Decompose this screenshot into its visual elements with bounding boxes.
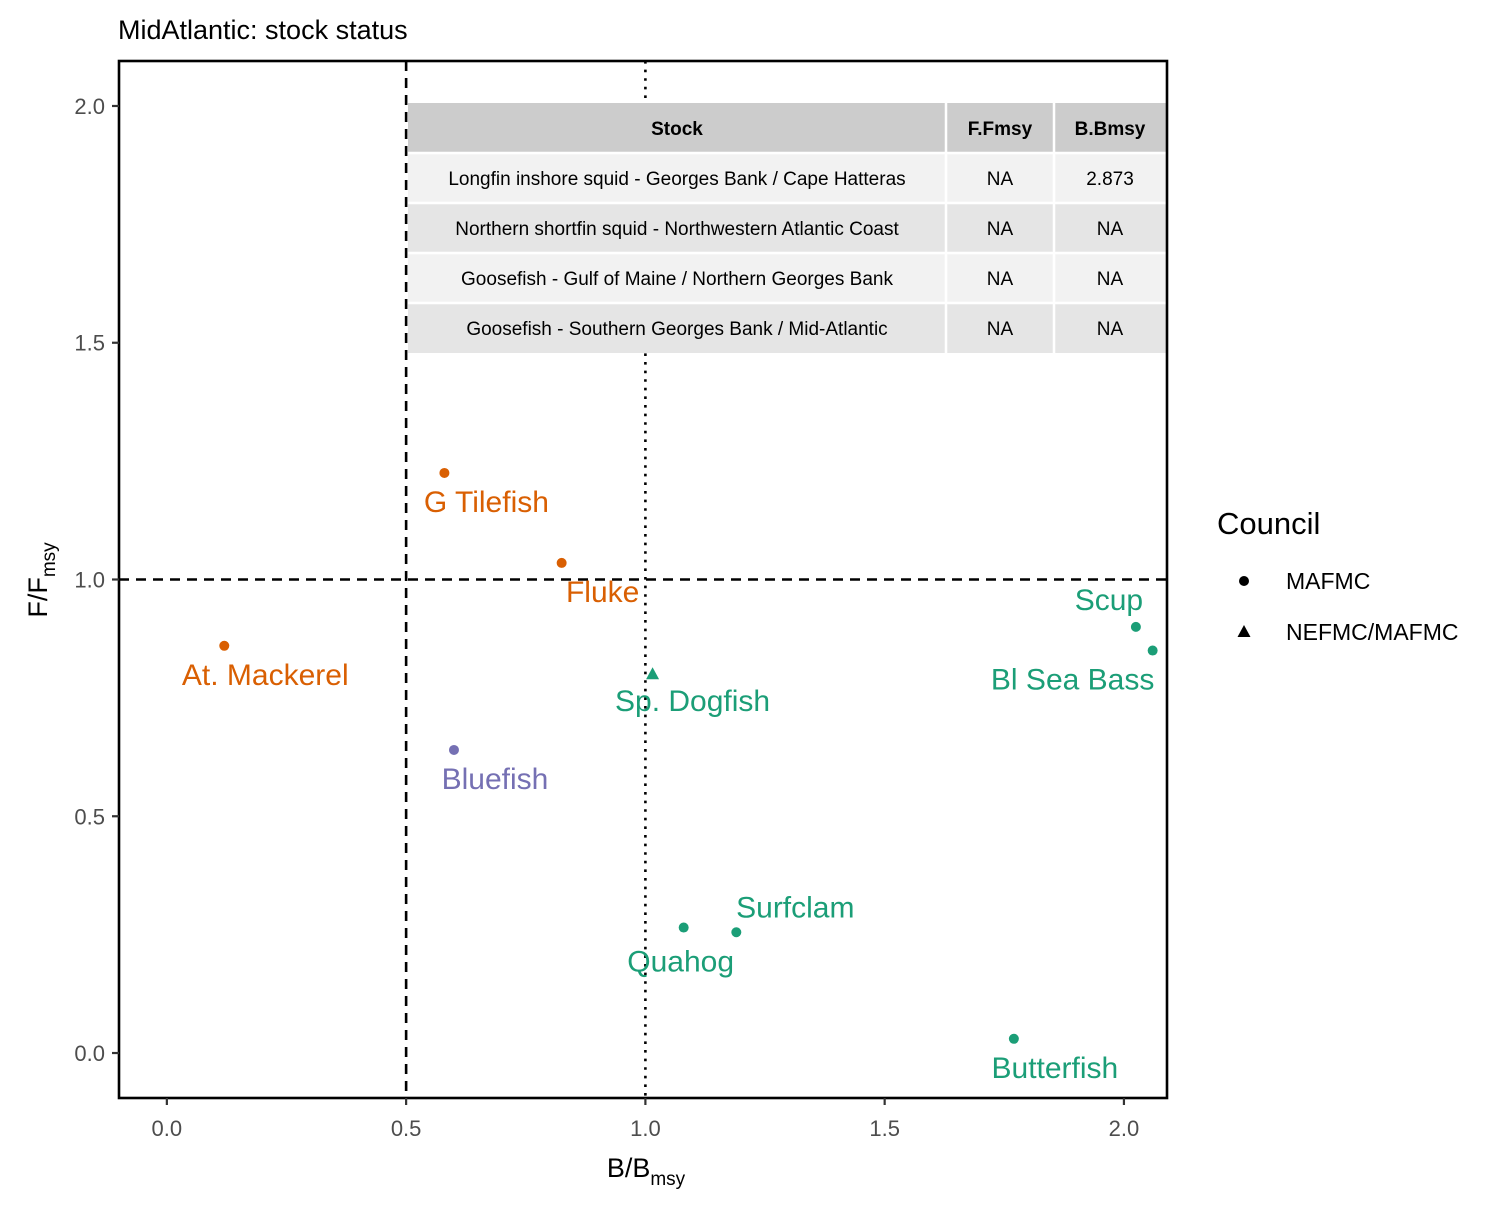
chart-title: MidAtlantic: stock status bbox=[118, 15, 408, 45]
table-row bbox=[408, 203, 1166, 253]
data-point-triangle bbox=[646, 667, 660, 680]
data-point bbox=[448, 744, 459, 755]
y-tick-label: 2.0 bbox=[74, 94, 105, 119]
x-axis-title: B/Bmsy bbox=[607, 1153, 686, 1190]
y-axis-title-main: F/F bbox=[23, 577, 53, 618]
table-cell: Goosefish - Gulf of Maine / Northern Geo… bbox=[461, 269, 893, 290]
y-tick-label: 0.5 bbox=[74, 804, 105, 829]
x-tick-label: 2.0 bbox=[1109, 1116, 1140, 1141]
data-point bbox=[1008, 1033, 1019, 1044]
stock-table: Stock F.Fmsy B.Bmsy Longfin inshore squid -… bbox=[408, 103, 1166, 353]
data-point bbox=[439, 467, 450, 478]
point-label: Butterfish bbox=[992, 1052, 1119, 1085]
table-cell: Goosefish - Southern Georges Bank / Mid-… bbox=[466, 319, 887, 340]
point-label: Fluke bbox=[566, 576, 639, 609]
x-tick-label: 0.0 bbox=[152, 1116, 183, 1141]
table-row bbox=[408, 303, 1166, 353]
table-cell: Northern shortfin squid - Northwestern A… bbox=[455, 219, 899, 240]
y-tick-label: 0.0 bbox=[74, 1041, 105, 1066]
legend-title: Council bbox=[1217, 506, 1320, 541]
y-axis-title: F/Fmsy bbox=[23, 542, 60, 618]
table-header-cell: Stock bbox=[651, 119, 703, 140]
table-row bbox=[408, 253, 1166, 303]
point-label: Bl Sea Bass bbox=[991, 664, 1154, 697]
x-tick-label: 1.5 bbox=[869, 1116, 900, 1141]
legend-circle-icon bbox=[1239, 576, 1249, 586]
data-point bbox=[1147, 645, 1158, 656]
table-row bbox=[408, 153, 1166, 203]
table-cell: NA bbox=[1097, 269, 1124, 290]
legend-label: NEFMC/MAFMC bbox=[1286, 619, 1458, 645]
table-cell: NA bbox=[1097, 319, 1124, 340]
legend: Council MAFMC NEFMC/MAFMC bbox=[1217, 506, 1458, 645]
table-header-bg bbox=[408, 103, 1166, 153]
legend-triangle-icon bbox=[1237, 625, 1251, 637]
data-point bbox=[731, 927, 742, 938]
table-cell: NA bbox=[1097, 219, 1124, 240]
point-label: G Tilefish bbox=[424, 486, 549, 519]
y-axis-title-sub: msy bbox=[39, 542, 60, 577]
table-cell: NA bbox=[987, 169, 1014, 190]
x-tick-label: 0.5 bbox=[391, 1116, 422, 1141]
point-label: Surfclam bbox=[736, 891, 854, 924]
table-cell: Longfin inshore squid - Georges Bank / C… bbox=[448, 169, 905, 190]
point-label: Sp. Dogfish bbox=[615, 685, 770, 718]
point-label: At. Mackerel bbox=[182, 659, 349, 692]
point-label: Scup bbox=[1075, 584, 1143, 617]
point-label: Quahog bbox=[627, 946, 734, 979]
table-cell: NA bbox=[987, 219, 1014, 240]
table-cell: NA bbox=[987, 319, 1014, 340]
table-cell: NA bbox=[987, 269, 1014, 290]
table-cell: 2.873 bbox=[1086, 169, 1134, 190]
data-point bbox=[556, 557, 567, 568]
table-header-cell: B.Bmsy bbox=[1075, 119, 1146, 140]
x-axis-title-sub: msy bbox=[650, 1169, 685, 1190]
data-point bbox=[219, 640, 230, 651]
axes: 0.0 0.5 1.0 1.5 2.00.00.51.01.52.0B/BmsyF/Fm… bbox=[23, 59, 1169, 1190]
y-tick-label: 1.0 bbox=[74, 568, 105, 593]
table-header-cell: F.Fmsy bbox=[968, 119, 1033, 140]
legend-label: MAFMC bbox=[1286, 568, 1370, 594]
plot-area: G Tilefish Fluke At. Mackerel Bluefish Sp. D… bbox=[119, 61, 1167, 1098]
x-axis-title-main: B/B bbox=[607, 1153, 651, 1183]
y-tick-label: 1.5 bbox=[74, 331, 105, 356]
data-point bbox=[1130, 621, 1141, 632]
point-label: Bluefish bbox=[442, 763, 549, 796]
x-tick-label: 1.0 bbox=[630, 1116, 661, 1141]
data-point bbox=[678, 922, 689, 933]
